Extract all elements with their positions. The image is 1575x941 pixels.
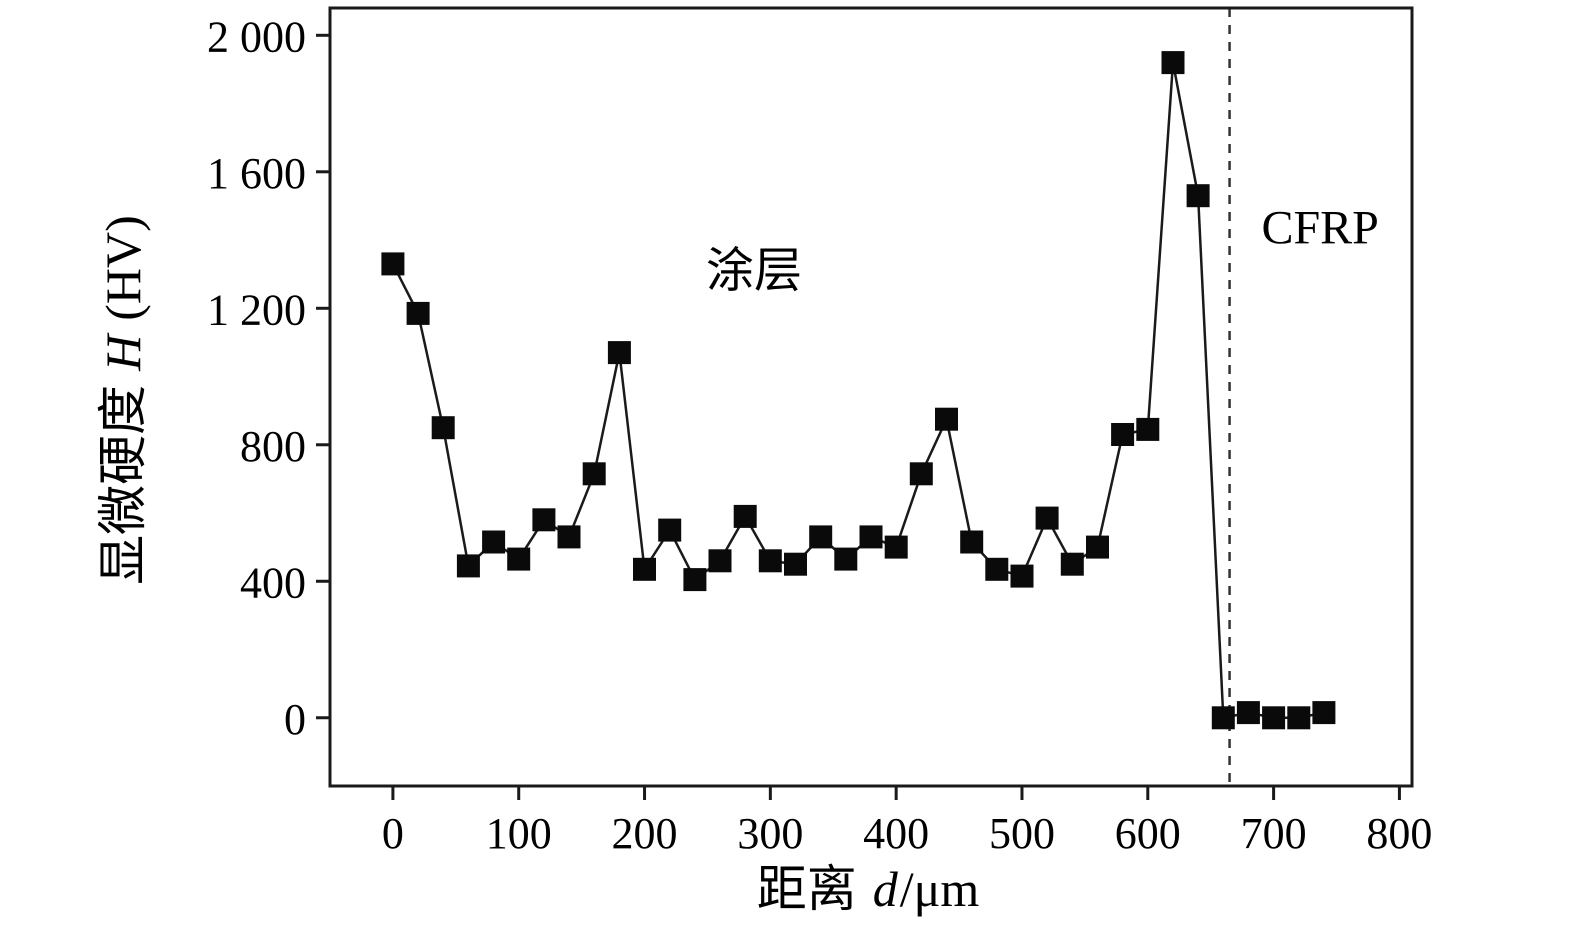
plot-frame — [328, 6, 1414, 788]
data-point-marker — [1161, 51, 1185, 75]
x-axis-tick-label: 100 — [486, 809, 552, 858]
data-point-marker — [582, 462, 606, 486]
data-point-marker — [960, 530, 984, 554]
data-point-marker — [1262, 706, 1286, 730]
data-point-marker — [381, 252, 405, 276]
data-point-marker — [834, 547, 858, 571]
y-axis-tick-label: 800 — [240, 422, 306, 471]
y-axis-tick-label: 0 — [284, 695, 306, 744]
data-point-marker — [532, 508, 556, 532]
data-point-marker — [935, 407, 958, 431]
y-axis-tick-label: 400 — [240, 558, 306, 607]
data-point-marker — [985, 557, 1009, 581]
y-axis-tick-label: 1 200 — [207, 285, 306, 334]
data-point-marker — [1236, 701, 1260, 725]
series-line-microhardness — [391, 62, 1325, 720]
data-point-marker — [507, 547, 531, 571]
data-point-marker — [884, 535, 908, 559]
y-axis-title-variable: H — [95, 332, 151, 372]
data-point-marker — [1136, 417, 1160, 441]
x-axis-title-prefix: 距离 — [757, 861, 857, 917]
x-axis-tick-label: 0 — [382, 809, 404, 858]
data-point-marker — [1211, 706, 1235, 730]
x-axis-tick-label: 800 — [1366, 809, 1432, 858]
data-point-marker — [482, 530, 506, 554]
x-axis-title-unit: /μm — [900, 861, 980, 917]
data-point-marker — [909, 462, 933, 486]
data-point-marker — [1287, 706, 1311, 730]
data-point-marker — [456, 554, 480, 578]
data-point-marker — [1035, 506, 1059, 530]
data-point-marker — [733, 504, 757, 528]
y-axis-title-unit: (HV) — [95, 215, 151, 321]
data-point-marker — [633, 557, 656, 581]
x-axis-tick-label: 400 — [863, 809, 929, 858]
data-point-marker — [406, 301, 430, 325]
data-point-marker — [658, 518, 682, 542]
data-point-marker — [1086, 535, 1109, 559]
x-axis-tick-label: 600 — [1115, 809, 1181, 858]
region-label-cfrp: CFRP — [1261, 201, 1378, 254]
x-axis-tick-label: 300 — [737, 809, 803, 858]
y-axis-title-prefix: 显微硬度 — [95, 385, 151, 585]
x-axis-tick-label: 700 — [1241, 809, 1307, 858]
y-axis-tick-label: 1 600 — [207, 149, 306, 198]
y-axis-title: 显微硬度 H (HV) — [95, 215, 151, 585]
chart-geometry: 0 100 200 300 400 500 600 700 800 0 400 800 1 200 1 6… — [207, 6, 1432, 858]
data-point-marker — [859, 525, 883, 549]
x-axis-tick-label: 500 — [989, 809, 1055, 858]
x-axis-tick-label: 200 — [612, 809, 678, 858]
data-point-marker — [431, 416, 455, 440]
x-axis-title-variable: d — [873, 861, 899, 917]
data-point-marker — [1060, 552, 1084, 576]
data-point-marker — [607, 341, 631, 365]
region-label-coating: 涂层 — [706, 244, 802, 297]
y-axis-tick-label: 2 000 — [207, 12, 306, 61]
data-point-marker — [809, 525, 833, 549]
data-point-marker — [1010, 564, 1034, 588]
data-point-marker — [784, 552, 807, 576]
data-point-marker — [683, 568, 707, 592]
data-point-marker — [758, 549, 782, 573]
data-point-marker — [557, 525, 581, 549]
data-point-marker — [1186, 184, 1210, 208]
data-point-marker — [708, 549, 732, 573]
x-axis-title: 距离 d/μm — [757, 861, 980, 917]
data-point-marker — [1111, 423, 1135, 446]
data-point-marker — [1312, 701, 1336, 725]
